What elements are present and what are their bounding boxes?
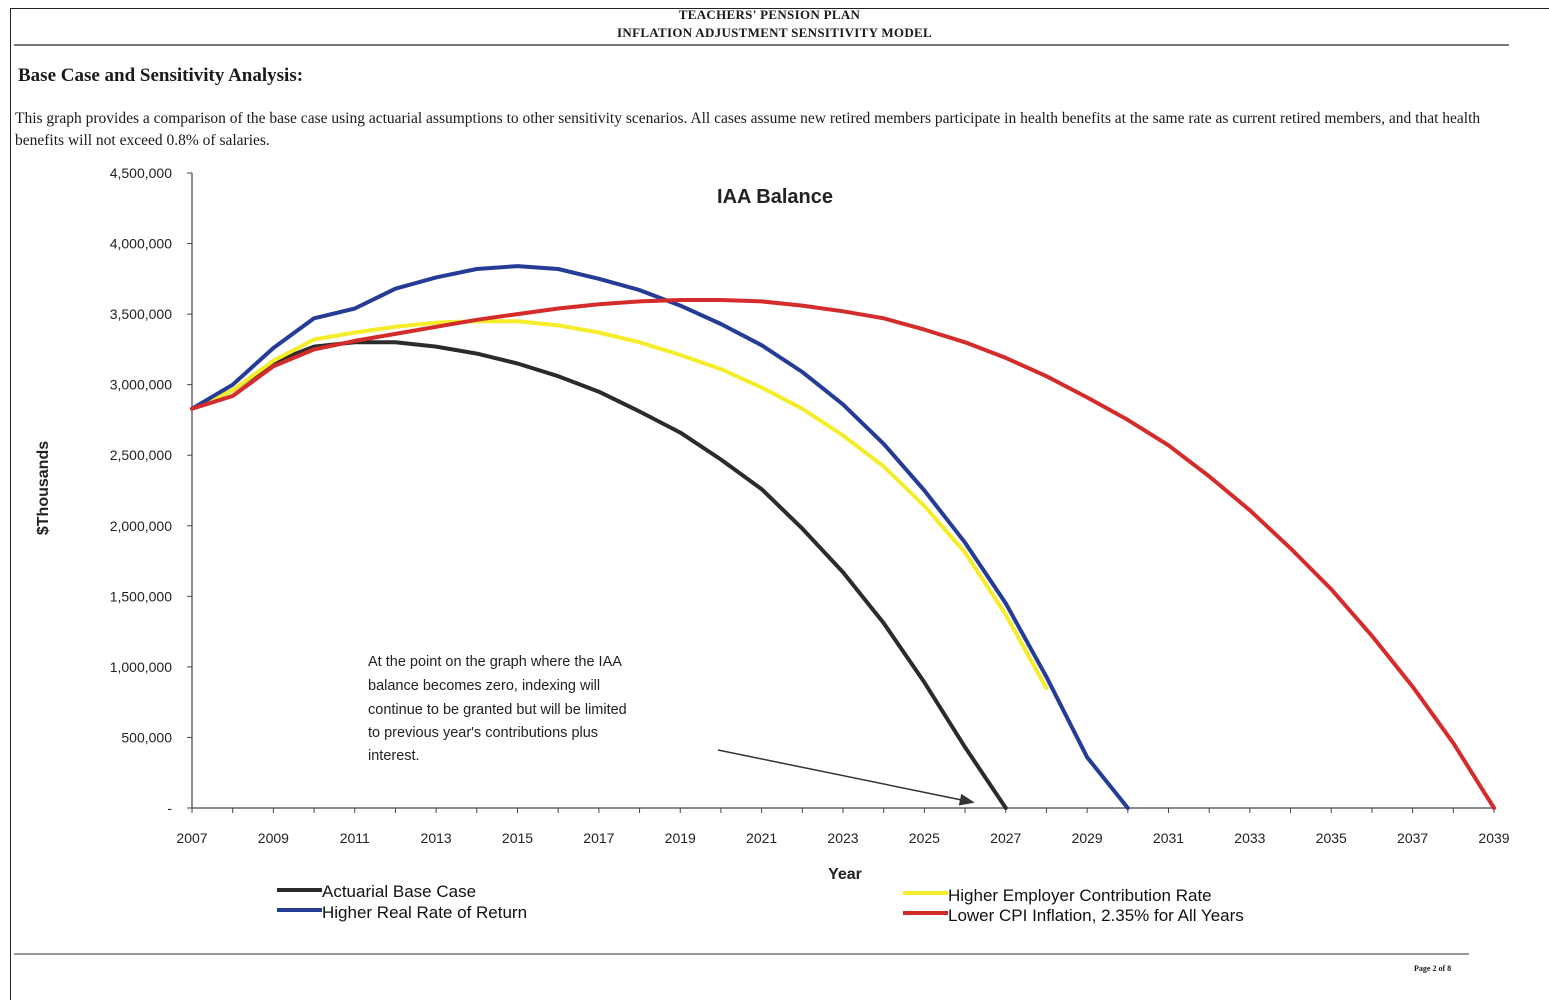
x-tick-label: 2007 [176,830,207,846]
x-axis-label: Year [828,866,862,883]
legend-label-lower-cpi: Lower CPI Inflation, 2.35% for All Years [948,906,1244,925]
annotation-line-3: continue to be granted but will be limit… [368,702,627,718]
page-edge-top [10,8,1549,9]
x-tick-label: 2035 [1316,830,1347,846]
legend-label-employer-contribution: Higher Employer Contribution Rate [948,886,1212,905]
annotation: At the point on the graph where the IAA … [368,654,975,806]
annotation-arrow [717,749,975,806]
series-line-2 [190,319,1049,691]
y-tick-label: 4,500,000 [110,165,172,181]
y-tick-label: 3,500,000 [110,306,172,322]
page-edge-left [10,8,11,1000]
x-tick-label: 2039 [1478,830,1509,846]
footer-rule [14,953,1469,955]
x-tick-label: 2019 [665,830,696,846]
series-lines [190,264,1496,810]
annotation-line-2: balance becomes zero, indexing will [368,678,600,694]
y-tick-label: 500,000 [121,729,172,745]
page-number: Page 2 of 8 [1414,964,1452,973]
x-tick-label: 2033 [1234,830,1265,846]
series-line-3 [190,264,1130,810]
x-tick-label: 2011 [340,830,370,846]
x-tick-label: 2029 [1072,830,1103,846]
annotation-line-1: At the point on the graph where the IAA [368,654,622,670]
y-axis: - 500,000 1,000,000 1,500,000 2,000,000 2,500… [110,165,193,816]
y-tick-label: - [167,800,172,816]
x-tick-label: 2009 [258,830,289,846]
annotation-line-4: to previous year's contributions plus [368,725,598,741]
description-paragraph: This graph provides a comparison of the … [15,110,1481,149]
y-axis-label: $Thousands [35,441,52,535]
annotation-line-5: interest. [368,748,420,764]
x-tick-label: 2013 [421,830,452,846]
x-tick-label: 2015 [502,830,533,846]
y-tick-label: 2,000,000 [110,518,172,534]
series-line-4 [190,298,1496,810]
legend-label-base-case: Actuarial Base Case [322,882,476,901]
y-tick-label: 1,000,000 [110,659,172,675]
x-axis: 2007 2009 2011 2013 2015 2017 2019 2021 2023 2025… [176,807,1510,846]
header-rule [14,44,1509,46]
x-tick-label: 2031 [1153,830,1184,846]
legend-label-real-return: Higher Real Rate of Return [322,903,527,922]
y-tick-label: 1,500,000 [110,588,172,604]
legend: Actuarial Base Case Higher Real Rate of … [277,882,1244,925]
y-tick-label: 2,500,000 [110,447,172,463]
x-tick-label: 2037 [1397,830,1428,846]
section-heading: Base Case and Sensitivity Analysis: [18,65,304,86]
x-tick-label: 2021 [746,830,777,846]
x-tick-label: 2017 [583,830,614,846]
series-line-1 [190,340,1008,810]
y-tick-label: 3,000,000 [110,377,172,393]
header-line-2: INFLATION ADJUSTMENT SENSITIVITY MODEL [617,25,932,40]
x-tick-label: 2027 [990,830,1021,846]
x-tick-label: 2023 [827,830,858,846]
document-header: TEACHERS' PENSION PLAN INFLATION ADJUSTM… [0,6,1549,42]
x-tick-label: 2025 [909,830,940,846]
header-line-1: TEACHERS' PENSION PLAN [678,7,861,22]
chart-title: IAA Balance [717,186,833,208]
y-tick-label: 4,000,000 [110,236,172,252]
